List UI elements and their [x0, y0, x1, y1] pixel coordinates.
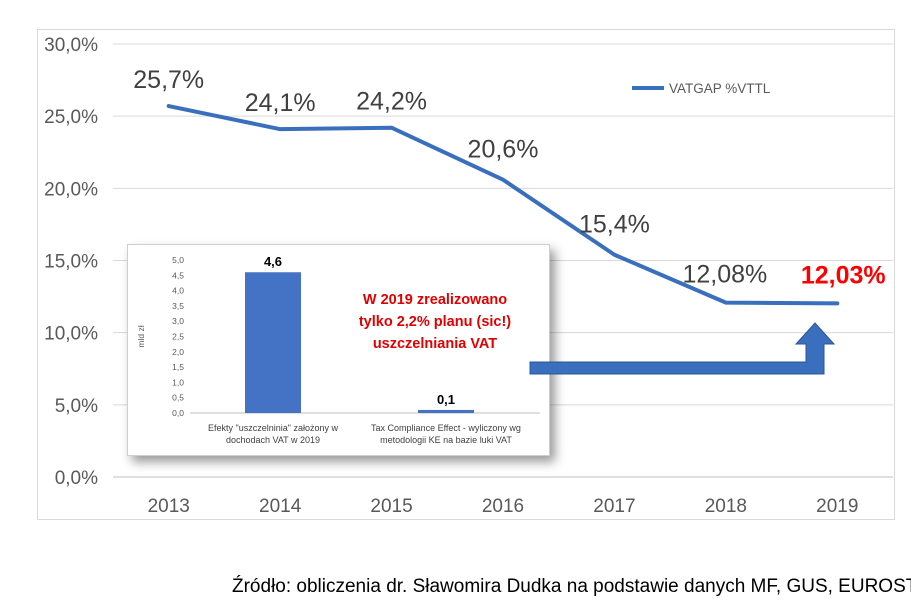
y-tick-label: 30,0%	[44, 35, 98, 56]
inset-y-axis-label: mld zł	[136, 325, 146, 347]
inset-y-tick-label: 3,5	[172, 301, 184, 311]
x-tick-label: 2018	[705, 496, 747, 517]
data-label: 25,7%	[133, 66, 204, 94]
x-tick-label: 2013	[148, 496, 190, 517]
inset-y-tick-label: 5,0	[172, 255, 184, 265]
annotation-note: W 2019 zrealizowano tylko 2,2% planu (si…	[335, 289, 535, 355]
inset-y-tick-label: 2,5	[172, 332, 184, 342]
inset-bar-value-label: 4,6	[264, 254, 282, 269]
inset-category-label: Tax Compliance Effect - wyliczony wg	[371, 423, 521, 433]
inset-bar	[418, 409, 474, 413]
data-label: 12,08%	[682, 261, 767, 289]
data-label: 20,6%	[468, 136, 539, 164]
inset-y-tick-label: 0,0	[172, 408, 184, 418]
inset-bar	[245, 272, 301, 413]
inset-bar-chart-panel: 0,0 0,5 1,0 1,5 2,0 2,5 3,0 3,5 4,0 4,5 5,0 mld zł 4…	[127, 244, 550, 456]
source-caption: Źródło: obliczenia dr. Sławomira Dudka n…	[232, 576, 911, 597]
data-label: 24,2%	[356, 88, 427, 116]
y-tick-label: 15,0%	[44, 252, 98, 273]
inset-category-label: dochodach VAT w 2019	[226, 435, 320, 445]
annotation-line: W 2019 zrealizowano	[362, 292, 508, 308]
inset-y-tick-label: 4,0	[172, 286, 184, 296]
legend-label: VATGAP %VTTL	[669, 81, 771, 96]
x-tick-label: 2015	[370, 496, 412, 517]
x-tick-label: 2019	[816, 496, 858, 517]
y-tick-label: 20,0%	[44, 179, 98, 200]
inset-y-tick-label: 1,5	[172, 362, 184, 372]
inset-y-tick-label: 1,0	[172, 377, 184, 387]
annotation-line: uszczelniania VAT	[372, 336, 498, 352]
inset-y-tick-label: 0,5	[172, 393, 184, 403]
inset-y-tick-label: 3,0	[172, 316, 184, 326]
x-tick-label: 2017	[593, 496, 635, 517]
x-tick-label: 2016	[482, 496, 524, 517]
y-tick-label: 10,0%	[44, 324, 98, 345]
data-label: 24,1%	[245, 89, 316, 117]
inset-y-tick-label: 2,0	[172, 347, 184, 357]
y-tick-label: 0,0%	[55, 468, 98, 489]
data-label: 12,03%	[801, 261, 886, 289]
series-line	[166, 104, 840, 306]
inset-bar-chart: 0,0 0,5 1,0 1,5 2,0 2,5 3,0 3,5 4,0 4,5 5,0 mld zł 4…	[136, 254, 540, 445]
y-tick-label: 5,0%	[55, 396, 98, 417]
inset-y-tick-label: 4,5	[172, 270, 184, 280]
annotation-line: tylko 2,2% planu (sic!)	[358, 314, 512, 330]
inset-category-label: Efekty "uszczelninia" założony w	[208, 423, 338, 433]
x-tick-label: 2014	[259, 496, 302, 517]
data-label: 15,4%	[579, 211, 650, 239]
inset-category-label: metodologii KE na bazie luki VAT	[380, 435, 512, 445]
y-tick-label: 25,0%	[44, 107, 98, 128]
inset-bar-value-label: 0,1	[437, 392, 455, 407]
